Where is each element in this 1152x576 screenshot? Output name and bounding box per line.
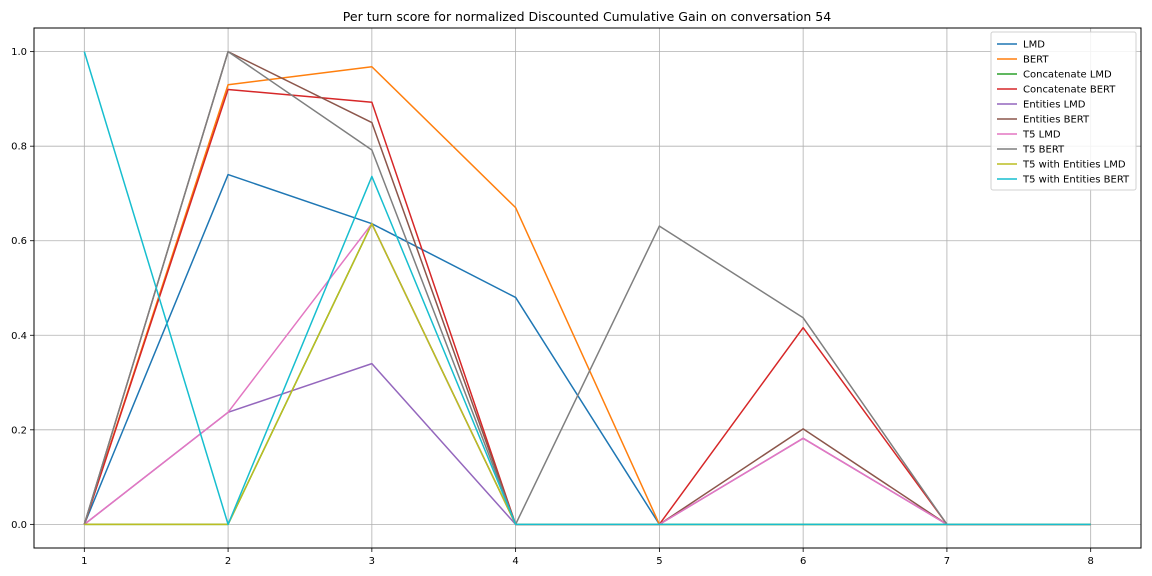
series-line-bert (83, 66, 1091, 526)
x-tick-label: 5 (656, 556, 662, 567)
legend-label: Entities BERT (1023, 115, 1090, 126)
series-line-entities-bert (83, 50, 1091, 526)
series-lines (83, 50, 1091, 526)
legend-label: T5 with Entities BERT (1022, 175, 1130, 186)
legend-box (990, 31, 1137, 191)
y-tick-label: 0.2 (11, 425, 27, 436)
axis-ticks: 1 2 3 4 5 6 7 8 0.0 0.2 0.4 0.6 0.8 1.0 (11, 47, 1094, 567)
legend-label: T5 LMD (1022, 130, 1061, 141)
y-tick-label: 1.0 (11, 47, 27, 58)
x-tick-label: 4 (512, 556, 518, 567)
series-line-lmd (83, 173, 1091, 526)
legend-label: BERT (1023, 55, 1049, 66)
x-tick-label: 7 (944, 556, 950, 567)
y-tick-label: 0.0 (11, 520, 27, 531)
series-line-t5-bert (83, 50, 1091, 526)
x-tick-label: 6 (800, 556, 806, 567)
series-line-concatenate-bert (83, 88, 1091, 526)
legend-label: T5 BERT (1022, 145, 1065, 156)
y-tick-label: 0.4 (11, 331, 27, 342)
legend-label: T5 with Entities LMD (1022, 160, 1126, 171)
legend-label: Concatenate BERT (1023, 85, 1116, 96)
y-tick-label: 0.8 (11, 142, 27, 153)
x-tick-label: 3 (369, 556, 375, 567)
grid-lines (34, 28, 1141, 548)
y-tick-label: 0.6 (11, 236, 27, 247)
chart-title: Per turn score for normalized Discounted… (343, 9, 831, 24)
legend-label: Concatenate LMD (1023, 70, 1112, 81)
series-line-t5-with-entities-bert (83, 51, 1091, 526)
plot-frame (33, 27, 1142, 549)
x-tick-label: 8 (1087, 556, 1093, 567)
series-line-entities-lmd (83, 362, 1091, 526)
legend-label: Entities LMD (1023, 100, 1086, 111)
x-tick-label: 2 (225, 556, 231, 567)
x-tick-label: 1 (81, 556, 87, 567)
legend: LMD BERT Concatenate LMD Concatenate BERT En… (990, 31, 1137, 191)
legend-label: LMD (1023, 40, 1045, 51)
